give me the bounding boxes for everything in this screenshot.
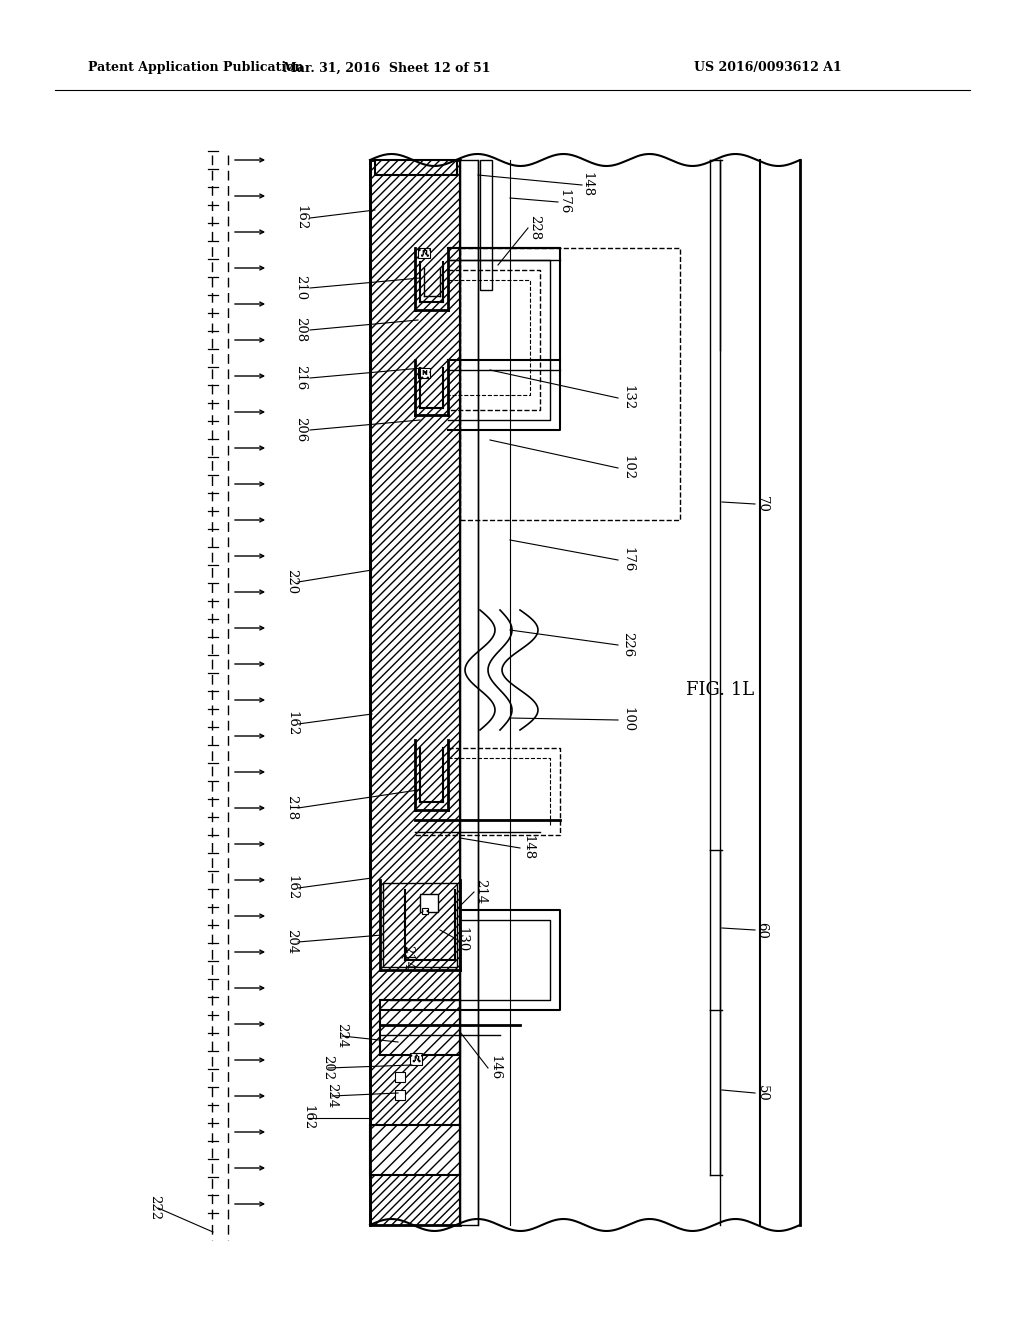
Bar bbox=[480, 160, 492, 290]
Text: 162: 162 bbox=[301, 1105, 314, 1131]
Bar bbox=[410, 1053, 422, 1065]
Text: US 2016/0093612 A1: US 2016/0093612 A1 bbox=[694, 62, 842, 74]
Text: 162: 162 bbox=[286, 875, 299, 900]
Bar bbox=[460, 248, 680, 520]
Text: 226: 226 bbox=[622, 632, 635, 657]
Text: 70: 70 bbox=[756, 495, 768, 512]
Bar bbox=[395, 1090, 406, 1100]
Bar bbox=[422, 908, 428, 913]
Text: Patent Application Publication: Patent Application Publication bbox=[88, 62, 303, 74]
Text: 132: 132 bbox=[622, 385, 635, 411]
Bar bbox=[375, 160, 457, 176]
Text: 146: 146 bbox=[488, 1056, 502, 1081]
Text: Mar. 31, 2016  Sheet 12 of 51: Mar. 31, 2016 Sheet 12 of 51 bbox=[284, 62, 490, 74]
Text: 216: 216 bbox=[295, 366, 307, 391]
Text: 162: 162 bbox=[295, 206, 307, 231]
Text: 176: 176 bbox=[557, 189, 570, 215]
Text: 60: 60 bbox=[756, 921, 768, 939]
Text: 204: 204 bbox=[286, 929, 299, 954]
Text: 214: 214 bbox=[474, 879, 487, 904]
Bar bbox=[380, 1001, 460, 1055]
Text: 162: 162 bbox=[286, 711, 299, 737]
Text: N: N bbox=[413, 1056, 419, 1063]
Text: 50: 50 bbox=[756, 1085, 768, 1101]
Text: 228: 228 bbox=[528, 215, 542, 240]
Text: 224: 224 bbox=[326, 1084, 339, 1109]
Text: 176: 176 bbox=[622, 548, 635, 573]
Polygon shape bbox=[383, 883, 457, 968]
Text: 214: 214 bbox=[401, 945, 415, 970]
Text: 208: 208 bbox=[295, 317, 307, 343]
Text: 210: 210 bbox=[295, 276, 307, 301]
Bar bbox=[460, 160, 478, 1225]
Text: 100: 100 bbox=[622, 708, 635, 733]
Text: 224: 224 bbox=[336, 1023, 348, 1048]
Text: 220: 220 bbox=[286, 569, 299, 594]
Text: 130: 130 bbox=[456, 928, 469, 953]
Text: 148: 148 bbox=[581, 173, 594, 198]
Text: 206: 206 bbox=[295, 417, 307, 442]
Text: FIG. 1L: FIG. 1L bbox=[686, 681, 754, 700]
Text: 148: 148 bbox=[521, 836, 535, 861]
Text: 222: 222 bbox=[148, 1196, 162, 1221]
Bar bbox=[370, 1125, 460, 1175]
Text: 202: 202 bbox=[322, 1056, 335, 1081]
Bar bbox=[418, 368, 430, 378]
Text: N: N bbox=[421, 249, 427, 256]
Bar bbox=[370, 160, 460, 1225]
Bar bbox=[418, 248, 430, 257]
Text: N: N bbox=[421, 370, 427, 376]
Bar bbox=[395, 1072, 406, 1082]
Bar bbox=[420, 894, 438, 912]
Text: 102: 102 bbox=[622, 455, 635, 480]
Text: 218: 218 bbox=[286, 796, 299, 821]
